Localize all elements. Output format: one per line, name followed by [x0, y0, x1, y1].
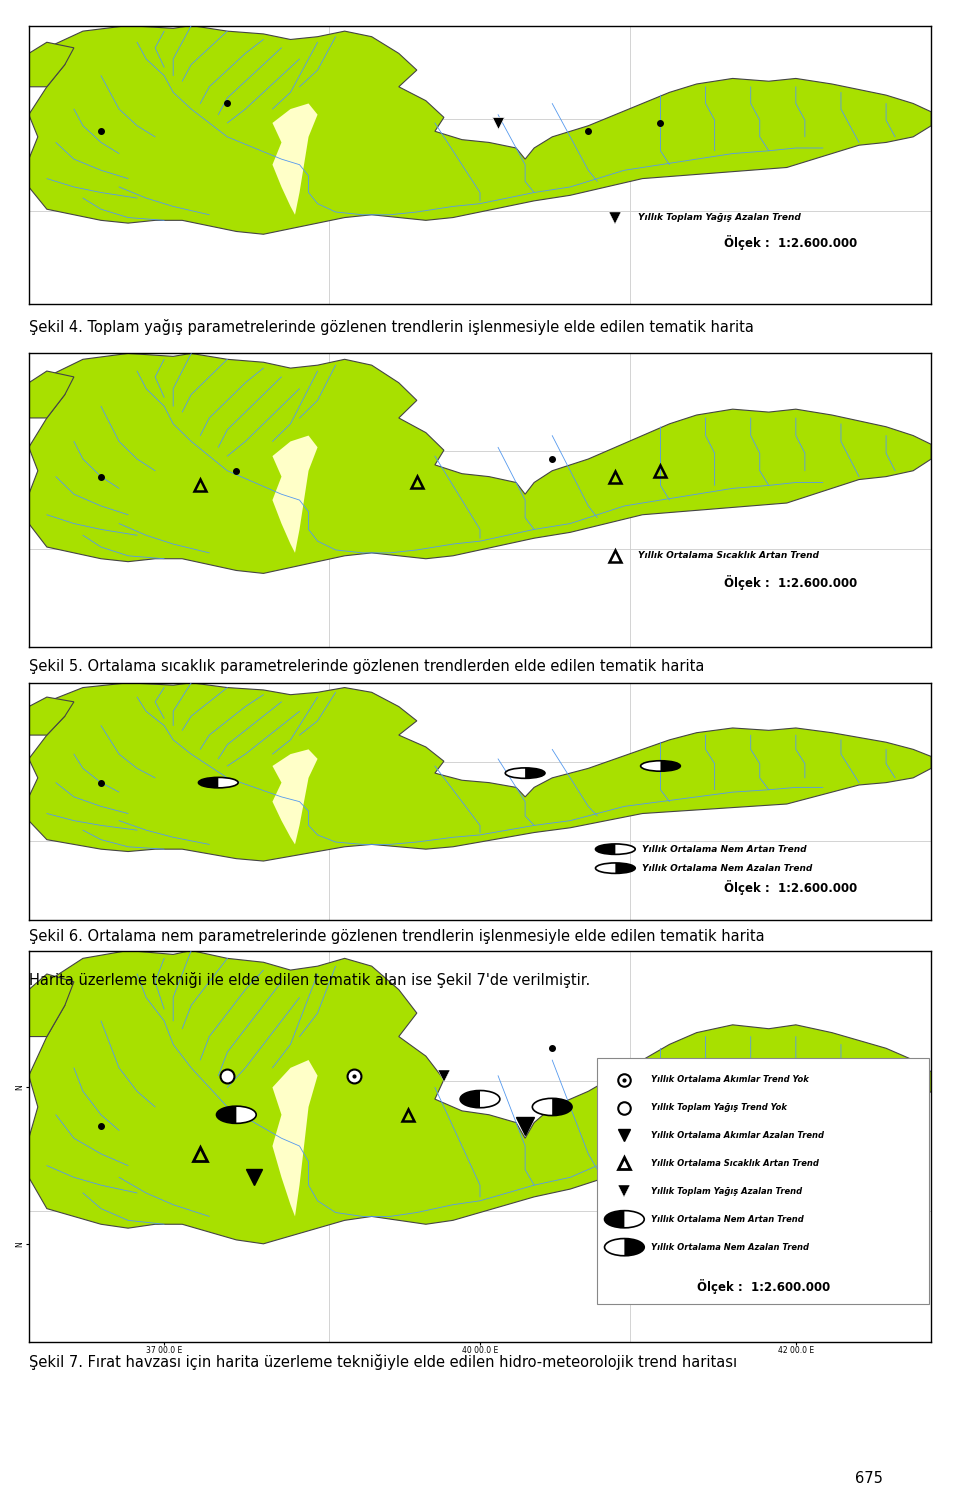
Wedge shape — [642, 1083, 662, 1099]
Text: Yıllık Ortalama Sıcaklık Artan Trend: Yıllık Ortalama Sıcaklık Artan Trend — [638, 552, 819, 561]
Polygon shape — [29, 371, 74, 418]
Text: Yıllık Ortalama Akımlar Trend Yok: Yıllık Ortalama Akımlar Trend Yok — [652, 1075, 809, 1084]
Wedge shape — [525, 769, 545, 779]
Circle shape — [605, 1211, 644, 1227]
Circle shape — [533, 1098, 572, 1116]
Circle shape — [640, 761, 681, 772]
Wedge shape — [605, 1211, 624, 1227]
Text: Yıllık Ortalama Akımlar Azalan Trend: Yıllık Ortalama Akımlar Azalan Trend — [652, 1131, 825, 1140]
Circle shape — [505, 769, 545, 779]
Wedge shape — [615, 863, 636, 874]
Text: 675: 675 — [855, 1471, 883, 1486]
Wedge shape — [660, 761, 681, 772]
Circle shape — [623, 1083, 662, 1099]
Circle shape — [460, 1090, 500, 1108]
Text: Yıllık Toplam Yağış Azalan Trend: Yıllık Toplam Yağış Azalan Trend — [652, 1187, 803, 1196]
Polygon shape — [273, 104, 318, 215]
Text: Harita üzerleme tekniği ile elde edilen tematik alan ise Şekil 7'de verilmiştir.: Harita üzerleme tekniği ile elde edilen … — [29, 972, 590, 988]
Wedge shape — [595, 844, 615, 854]
FancyBboxPatch shape — [597, 1059, 929, 1304]
Text: Yıllık Ortalama Sıcaklık Artan Trend: Yıllık Ortalama Sıcaklık Artan Trend — [652, 1160, 819, 1169]
Polygon shape — [29, 42, 74, 87]
Text: Ölçek :  1:2.600.000: Ölçek : 1:2.600.000 — [724, 880, 857, 895]
Polygon shape — [273, 1060, 318, 1217]
Polygon shape — [29, 951, 931, 1244]
Polygon shape — [273, 749, 318, 844]
Text: Ölçek :  1:2.600.000: Ölçek : 1:2.600.000 — [724, 235, 857, 250]
Text: Yıllık Ortalama Nem Artan Trend: Yıllık Ortalama Nem Artan Trend — [642, 845, 807, 854]
Text: Şekil 5. Ortalama sıcaklık parametrelerinde gözlenen trendlerden elde edilen tem: Şekil 5. Ortalama sıcaklık parametreleri… — [29, 659, 705, 674]
Circle shape — [605, 1239, 644, 1256]
Text: Yıllık Toplam Yağış Azalan Trend: Yıllık Toplam Yağış Azalan Trend — [638, 214, 801, 223]
Polygon shape — [29, 696, 74, 735]
Text: Yıllık Ortalama Nem Azalan Trend: Yıllık Ortalama Nem Azalan Trend — [652, 1242, 809, 1251]
Circle shape — [217, 1105, 256, 1123]
Circle shape — [595, 844, 636, 854]
Polygon shape — [29, 683, 931, 860]
Text: Ölçek :  1:2.600.000: Ölçek : 1:2.600.000 — [724, 575, 857, 590]
Polygon shape — [29, 353, 931, 573]
Circle shape — [595, 863, 636, 874]
Text: Yıllık Ortalama Nem Artan Trend: Yıllık Ortalama Nem Artan Trend — [652, 1215, 804, 1224]
Circle shape — [199, 778, 238, 788]
Wedge shape — [217, 1105, 236, 1123]
Text: Yıllık Toplam Yağış Trend Yok: Yıllık Toplam Yağış Trend Yok — [652, 1102, 787, 1111]
Text: Yıllık Ortalama Nem Azalan Trend: Yıllık Ortalama Nem Azalan Trend — [642, 863, 813, 872]
Polygon shape — [29, 975, 74, 1036]
Polygon shape — [273, 436, 318, 553]
Wedge shape — [624, 1239, 644, 1256]
Text: Şekil 7. Fırat havzası için harita üzerleme tekniğiyle elde edilen hidro-meteoro: Şekil 7. Fırat havzası için harita üzerl… — [29, 1354, 737, 1370]
Wedge shape — [552, 1098, 572, 1116]
Wedge shape — [199, 778, 218, 788]
Text: Şekil 6. Ortalama nem parametrelerinde gözlenen trendlerin işlenmesiyle elde edi: Şekil 6. Ortalama nem parametrelerinde g… — [29, 929, 764, 945]
Wedge shape — [460, 1090, 480, 1108]
Text: Şekil 4. Toplam yağış parametrelerinde gözlenen trendlerin işlenmesiyle elde edi: Şekil 4. Toplam yağış parametrelerinde g… — [29, 319, 754, 335]
Polygon shape — [29, 26, 931, 235]
Text: Ölçek :  1:2.600.000: Ölçek : 1:2.600.000 — [697, 1280, 830, 1295]
